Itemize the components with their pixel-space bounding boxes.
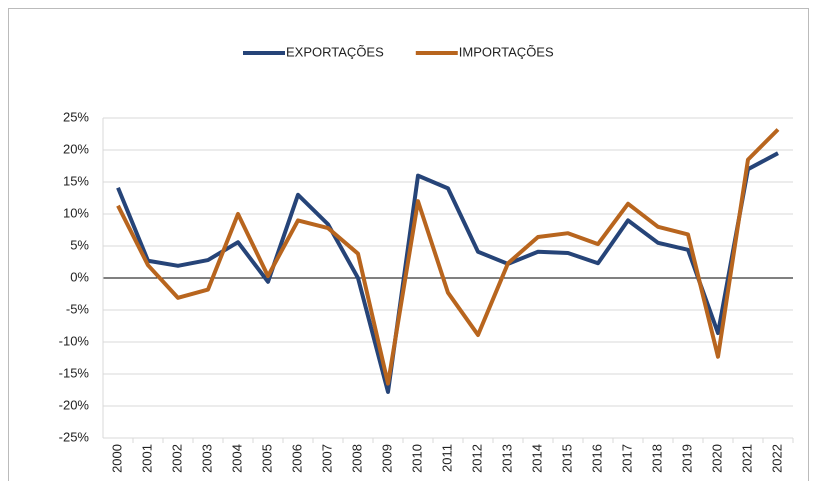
x-tick-label: 2004 [229, 444, 244, 473]
y-tick-label: -25% [59, 429, 90, 444]
y-tick-label: 5% [70, 237, 89, 252]
x-tick-label: 2002 [169, 444, 184, 473]
y-tick-label: -10% [59, 333, 90, 348]
x-tick-label: 2018 [649, 444, 664, 473]
x-tick-label: 2013 [499, 444, 514, 473]
y-tick-label: 20% [63, 141, 89, 156]
y-tick-label: 10% [63, 205, 89, 220]
x-tick-label: 2019 [679, 444, 694, 473]
y-tick-label: -15% [59, 365, 90, 380]
y-tick-label: -20% [59, 397, 90, 412]
x-tick-label: 2007 [319, 444, 334, 473]
x-tick-label: 2017 [619, 444, 634, 473]
x-tick-label: 2022 [769, 444, 784, 473]
x-tick-label: 2005 [259, 444, 274, 473]
x-tick-label: 2000 [109, 444, 124, 473]
x-tick-label: 2006 [289, 444, 304, 473]
x-tick-label: 2009 [379, 444, 394, 473]
x-tick-label: 2012 [469, 444, 484, 473]
chart-border [8, 8, 809, 481]
x-tick-label: 2016 [589, 444, 604, 473]
x-tick-label: 2021 [739, 444, 754, 473]
y-tick-label: 0% [70, 269, 89, 284]
series-line [116, 128, 780, 386]
series-line [116, 151, 779, 394]
legend-label: EXPORTAÇÕES [286, 44, 384, 59]
x-tick-label: 2014 [529, 444, 544, 473]
x-tick-label: 2011 [439, 444, 454, 472]
y-tick-label: 15% [63, 173, 89, 188]
x-tick-label: 2008 [349, 444, 364, 473]
x-tick-label: 2015 [559, 444, 574, 473]
y-tick-label: 25% [63, 109, 89, 124]
legend-label: IMPORTAÇÕES [459, 44, 554, 59]
x-tick-label: 2020 [709, 444, 724, 473]
x-tick-label: 2003 [199, 444, 214, 473]
x-tick-label: 2001 [139, 444, 154, 473]
x-tick-label: 2010 [409, 444, 424, 473]
y-tick-label: -5% [66, 301, 90, 316]
